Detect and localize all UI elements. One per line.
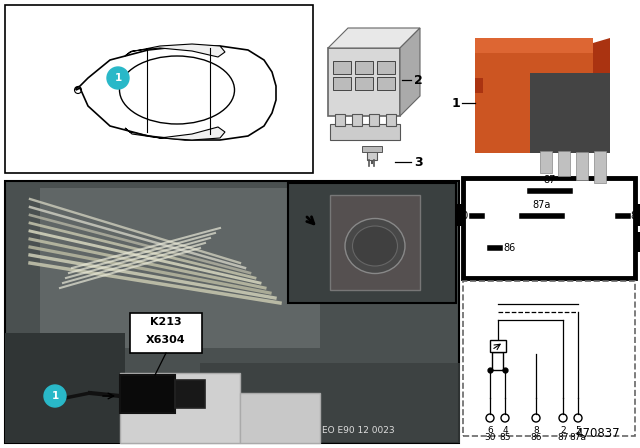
Bar [492, 352, 503, 370]
Text: 87: 87 [557, 433, 569, 442]
Bar [333, 77, 351, 90]
Bar [352, 114, 362, 126]
Text: 85: 85 [499, 433, 511, 442]
Polygon shape [400, 28, 420, 116]
Text: 6: 6 [487, 426, 493, 435]
Polygon shape [76, 46, 276, 140]
Bar [463, 281, 635, 436]
Bar [130, 313, 202, 353]
Bar [5, 181, 459, 443]
Bar [635, 204, 640, 226]
Bar [355, 77, 373, 90]
Bar [386, 114, 396, 126]
Bar [328, 48, 400, 116]
Circle shape [44, 385, 66, 407]
Text: 8: 8 [533, 426, 539, 435]
Text: 470837: 470837 [575, 427, 620, 440]
Polygon shape [125, 44, 225, 57]
Text: 3: 3 [414, 155, 422, 168]
Text: 1: 1 [51, 391, 59, 401]
Bar [558, 151, 570, 176]
Text: 87: 87 [544, 175, 556, 185]
Text: 1: 1 [115, 73, 122, 83]
Bar [288, 183, 456, 303]
Polygon shape [328, 28, 420, 48]
Bar [540, 151, 552, 173]
Bar [377, 77, 395, 90]
Text: 2: 2 [414, 73, 423, 86]
Text: 1: 1 [451, 96, 460, 109]
Bar [463, 178, 635, 278]
Text: 2: 2 [560, 426, 566, 435]
Bar [5, 333, 125, 443]
Text: 87a: 87a [533, 200, 551, 210]
Bar [475, 43, 593, 153]
Bar [490, 340, 506, 352]
Text: 5: 5 [575, 426, 581, 435]
Bar [475, 78, 483, 93]
Bar [40, 188, 320, 348]
Text: 85: 85 [630, 211, 640, 221]
Bar [355, 61, 373, 74]
Bar [330, 124, 400, 140]
Text: 4: 4 [502, 426, 508, 435]
Bar [120, 375, 175, 413]
Ellipse shape [353, 226, 397, 266]
Bar [475, 38, 593, 53]
Text: 86: 86 [503, 243, 515, 253]
Circle shape [107, 67, 129, 89]
Bar [333, 61, 351, 74]
Bar [120, 373, 240, 443]
Bar [369, 114, 379, 126]
Bar [367, 148, 377, 160]
Bar [635, 232, 640, 252]
Bar [5, 5, 313, 173]
Bar [453, 204, 465, 226]
Bar [240, 393, 320, 443]
Bar [200, 363, 460, 443]
Bar [530, 73, 610, 153]
Text: 87a: 87a [570, 433, 586, 442]
Bar [377, 61, 395, 74]
Text: 30: 30 [457, 211, 469, 221]
Text: EO E90 12 0023: EO E90 12 0023 [322, 426, 394, 435]
Bar [576, 152, 588, 180]
Ellipse shape [120, 56, 234, 124]
Text: 86: 86 [531, 433, 541, 442]
Bar [330, 195, 420, 290]
Text: K213: K213 [150, 317, 182, 327]
Text: X6304: X6304 [146, 335, 186, 345]
Bar [362, 146, 382, 152]
Text: 30: 30 [484, 433, 496, 442]
Ellipse shape [345, 219, 405, 273]
Bar [594, 151, 606, 183]
Polygon shape [593, 38, 610, 153]
Bar [175, 380, 205, 408]
Polygon shape [125, 127, 225, 140]
Bar [335, 114, 345, 126]
